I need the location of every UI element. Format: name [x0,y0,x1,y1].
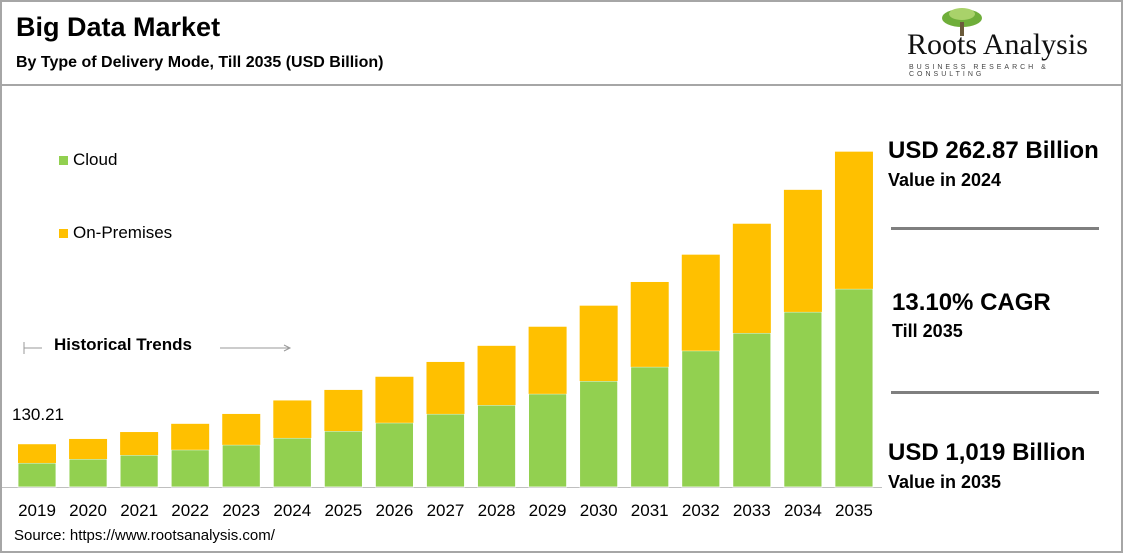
bar-on-premises-2027 [426,361,465,414]
legend-label: Cloud [73,150,118,169]
x-tick-label: 2028 [478,501,516,520]
x-tick-label: 2024 [273,501,311,520]
kpi-label-cagr: Till 2035 [892,321,963,341]
x-tick-label: 2022 [171,501,209,520]
bar-on-premises-2025 [324,389,363,432]
bar-on-premises-2033 [732,223,771,333]
bar-on-premises-2024 [273,400,312,438]
bar-on-premises-2032 [681,254,720,351]
kpi-value-2035: USD 1,019 Billion [888,439,1086,466]
x-tick-label: 2031 [631,501,669,520]
bar-on-premises-2023 [222,413,261,445]
x-tick-label: 2025 [324,501,362,520]
bar-cloud-2027 [426,413,465,488]
bar-on-premises-2026 [375,376,414,423]
bar-cloud-2019 [17,462,57,488]
bar-cloud-2023 [221,444,261,488]
bar-on-premises-2035 [834,151,873,289]
kpi-label-2035: Value in 2035 [888,472,1002,492]
kpi-value-2024: USD 262.87 Billion [888,137,1099,164]
bar-cloud-2021 [119,454,159,488]
bar-on-premises-2019 [18,444,56,463]
kpi-label-2024: Value in 2024 [888,170,1002,190]
bar-on-premises-2031 [630,281,669,367]
bar-on-premises-2028 [477,345,516,406]
chart-title: Big Data Market [16,12,221,42]
chart-subtitle: By Type of Delivery Mode, Till 2035 (USD… [16,54,384,71]
legend-swatch-cloud [59,155,68,165]
bar-cloud-2026 [375,422,414,488]
x-tick-label: 2019 [18,501,56,520]
x-tick-label: 2032 [682,501,720,520]
bar-cloud-2032 [681,350,721,488]
kpi-divider [891,391,1099,394]
bar-on-premises-2034 [783,189,822,312]
bar-on-premises-2022 [171,423,210,450]
bar-cloud-2030 [579,380,619,488]
bar-on-premises-2030 [579,305,618,382]
logo-name: Roots Analysis [907,28,1088,61]
logo-tagline: BUSINESS RESEARCH & CONSULTING [909,64,1049,78]
x-tick-label: 2034 [784,501,822,520]
bar-cloud-2033 [732,332,772,488]
bar-on-premises-2021 [120,432,159,456]
legend-item-cloud: Cloud [59,150,117,170]
x-tick-label: 2030 [580,501,618,520]
bar-cloud-2028 [477,404,516,488]
bar-cloud-2024 [272,437,312,488]
legend-label: On-Premises [73,223,173,242]
x-tick-label: 2023 [222,501,260,520]
x-tick-label: 2029 [529,501,567,520]
logo-tree-icon [942,8,982,36]
bar-on-premises-2020 [69,438,108,460]
x-tick-label: 2026 [376,501,414,520]
bar-cloud-2022 [170,449,210,488]
x-tick-label: 2035 [835,501,873,520]
x-tick-label: 2027 [427,501,465,520]
bar-cloud-2029 [528,393,567,488]
source-note: Source: https://www.rootsanalysis.com/ [14,527,275,544]
bar-cloud-2034 [783,311,823,488]
bar-cloud-2025 [323,430,363,488]
legend-item-on-premises: On-Premises [59,223,172,243]
x-tick-label: 2020 [69,501,107,520]
kpi-divider [891,227,1099,230]
data-label-2019: 130.21 [12,405,64,424]
bar-chart: 2019 2020 2021 2022 2023 2024 2025 2026 2027 2028… [2,151,882,520]
bar-on-premises-2029 [528,326,567,394]
bar-cloud-2035 [834,288,874,488]
bar-cloud-2020 [68,458,108,488]
historical-arrow [23,342,292,354]
header-divider [2,84,1121,86]
kpi-value-cagr: 13.10% CAGR [892,289,1051,316]
x-tick-label: 2033 [733,501,771,520]
legend-swatch-on-premises [59,228,68,238]
x-tick-label: 2021 [120,501,158,520]
historical-trends-label: Historical Trends [54,335,192,354]
bar-cloud-2031 [630,366,670,488]
